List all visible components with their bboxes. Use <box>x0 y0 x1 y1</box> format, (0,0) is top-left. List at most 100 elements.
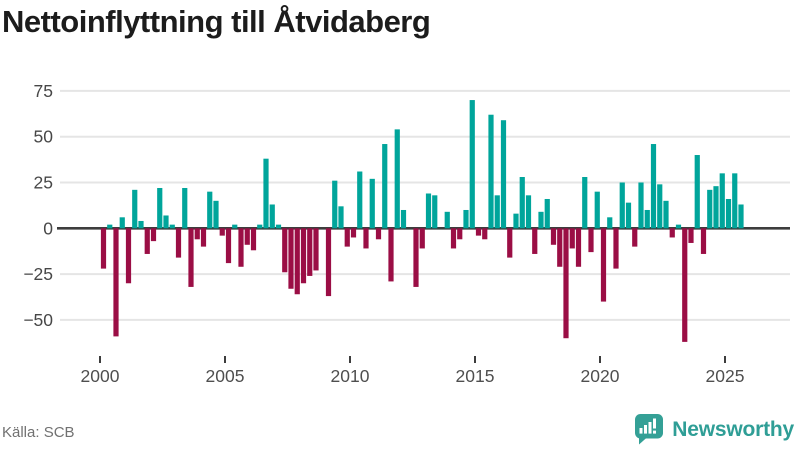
bar-2014Q1 <box>450 228 457 249</box>
source-label: Källa: SCB <box>2 424 75 441</box>
bar-2024Q3 <box>713 186 719 229</box>
bar-2020Q4 <box>619 182 625 229</box>
bar-2003Q2 <box>182 187 188 229</box>
x-axis-label: 2010 <box>331 366 370 386</box>
bar-2024Q4 <box>719 173 725 229</box>
bar-2006Q2 <box>257 224 263 229</box>
x-axis-label: 2025 <box>706 366 745 386</box>
bar-2004Q3 <box>213 200 219 229</box>
bar-2016Q2 <box>507 228 513 258</box>
y-axis-label: −25 <box>23 264 53 284</box>
bar-2019Q3 <box>588 228 594 253</box>
bar-2008Q3 <box>313 228 319 271</box>
y-axis-label: 0 <box>43 218 53 238</box>
bar-2016Q1 <box>500 120 507 229</box>
bar-2020Q2 <box>607 217 613 229</box>
bar-2023Q2 <box>682 228 688 342</box>
bar-2012Q4 <box>419 228 425 249</box>
bar-2025Q2 <box>732 173 738 229</box>
bar-2019Q2 <box>582 177 588 229</box>
bar-2014Q2 <box>457 228 463 240</box>
bar-2018Q2 <box>557 228 563 267</box>
bar-2015Q4 <box>494 195 500 229</box>
bar-2007Q2 <box>282 228 288 273</box>
bar-2022Q3 <box>663 200 669 229</box>
bar-2023Q1 <box>675 224 682 229</box>
x-axis-label: 2000 <box>81 366 120 386</box>
bar-2023Q4 <box>694 155 700 229</box>
bar-2002Q3 <box>163 215 169 229</box>
bar-2007Q4 <box>294 228 300 295</box>
bar-2021Q3 <box>638 182 644 229</box>
bar-2001Q1 <box>125 228 132 284</box>
bar-2008Q1 <box>300 228 307 284</box>
bar-2022Q2 <box>657 184 663 229</box>
newsworthy-logo-text: Newsworthy <box>672 417 794 441</box>
bar-2004Q2 <box>207 191 213 229</box>
bar-2020Q1 <box>600 228 607 302</box>
bar-2006Q4 <box>269 204 275 229</box>
bar-2009Q1 <box>325 228 332 297</box>
bar-2017Q2 <box>532 228 538 254</box>
bar-2006Q3 <box>263 158 269 229</box>
bar-2007Q3 <box>288 228 294 289</box>
bar-2012Q1 <box>400 209 407 229</box>
bar-2004Q4 <box>219 228 225 236</box>
bar-2000Q4 <box>119 217 125 229</box>
bar-2009Q2 <box>332 180 338 229</box>
bar-2010Q3 <box>363 228 369 249</box>
bar-2018Q3 <box>563 228 569 339</box>
bar-2023Q3 <box>688 228 694 243</box>
bar-2015Q3 <box>488 114 494 229</box>
x-axis-label: 2015 <box>456 366 495 386</box>
bar-2022Q4 <box>669 228 675 238</box>
bar-2017Q4 <box>544 198 550 229</box>
bar-2022Q1 <box>650 144 657 229</box>
newsworthy-logo-icon <box>635 414 664 445</box>
bar-2012Q3 <box>413 228 419 287</box>
bar-2007Q1 <box>275 224 282 229</box>
y-axis-label: −50 <box>23 310 53 330</box>
bar-2002Q1 <box>150 228 157 242</box>
bar-2021Q1 <box>625 202 632 229</box>
newsworthy-logo[interactable]: Newsworthy <box>634 413 794 446</box>
bar-2016Q3 <box>513 213 519 229</box>
bar-2021Q4 <box>644 209 650 229</box>
bar-2025Q1 <box>725 198 732 229</box>
bar-2024Q2 <box>707 189 713 229</box>
bar-2003Q3 <box>188 228 194 287</box>
bar-2018Q1 <box>550 228 557 245</box>
bar-2001Q4 <box>144 228 150 254</box>
bar-2011Q3 <box>388 228 394 282</box>
y-axis-label: 75 <box>34 81 53 101</box>
bar-2019Q4 <box>594 191 600 229</box>
bar-2001Q2 <box>132 189 138 229</box>
bar-2010Q4 <box>369 178 375 229</box>
bar-2013Q4 <box>444 211 450 229</box>
x-axis-label: 2020 <box>581 366 620 386</box>
bar-2005Q3 <box>238 228 244 267</box>
y-axis-label: 50 <box>34 127 54 147</box>
bar-2000Q1 <box>100 228 107 269</box>
bar-2016Q4 <box>519 177 525 229</box>
bar-2013Q1 <box>425 193 432 229</box>
bar-2010Q1 <box>350 228 357 238</box>
bar-2024Q1 <box>700 228 707 254</box>
bar-2017Q1 <box>525 195 532 229</box>
bar-2015Q1 <box>475 228 482 236</box>
bar-2014Q4 <box>469 100 475 229</box>
bar-2019Q1 <box>575 228 582 267</box>
x-axis-label: 2005 <box>206 366 245 386</box>
bar-2015Q2 <box>482 228 488 240</box>
bar-2014Q3 <box>463 209 469 229</box>
bar-2017Q3 <box>538 211 544 229</box>
y-axis-label: 25 <box>34 173 53 193</box>
bar-2018Q4 <box>569 228 575 249</box>
bar-2011Q1 <box>375 228 382 240</box>
bar-2011Q4 <box>394 129 400 229</box>
bar-2008Q2 <box>307 228 313 276</box>
bar-2025Q3 <box>738 204 744 229</box>
bar-2009Q3 <box>338 206 344 229</box>
bar-2000Q2 <box>107 224 113 229</box>
